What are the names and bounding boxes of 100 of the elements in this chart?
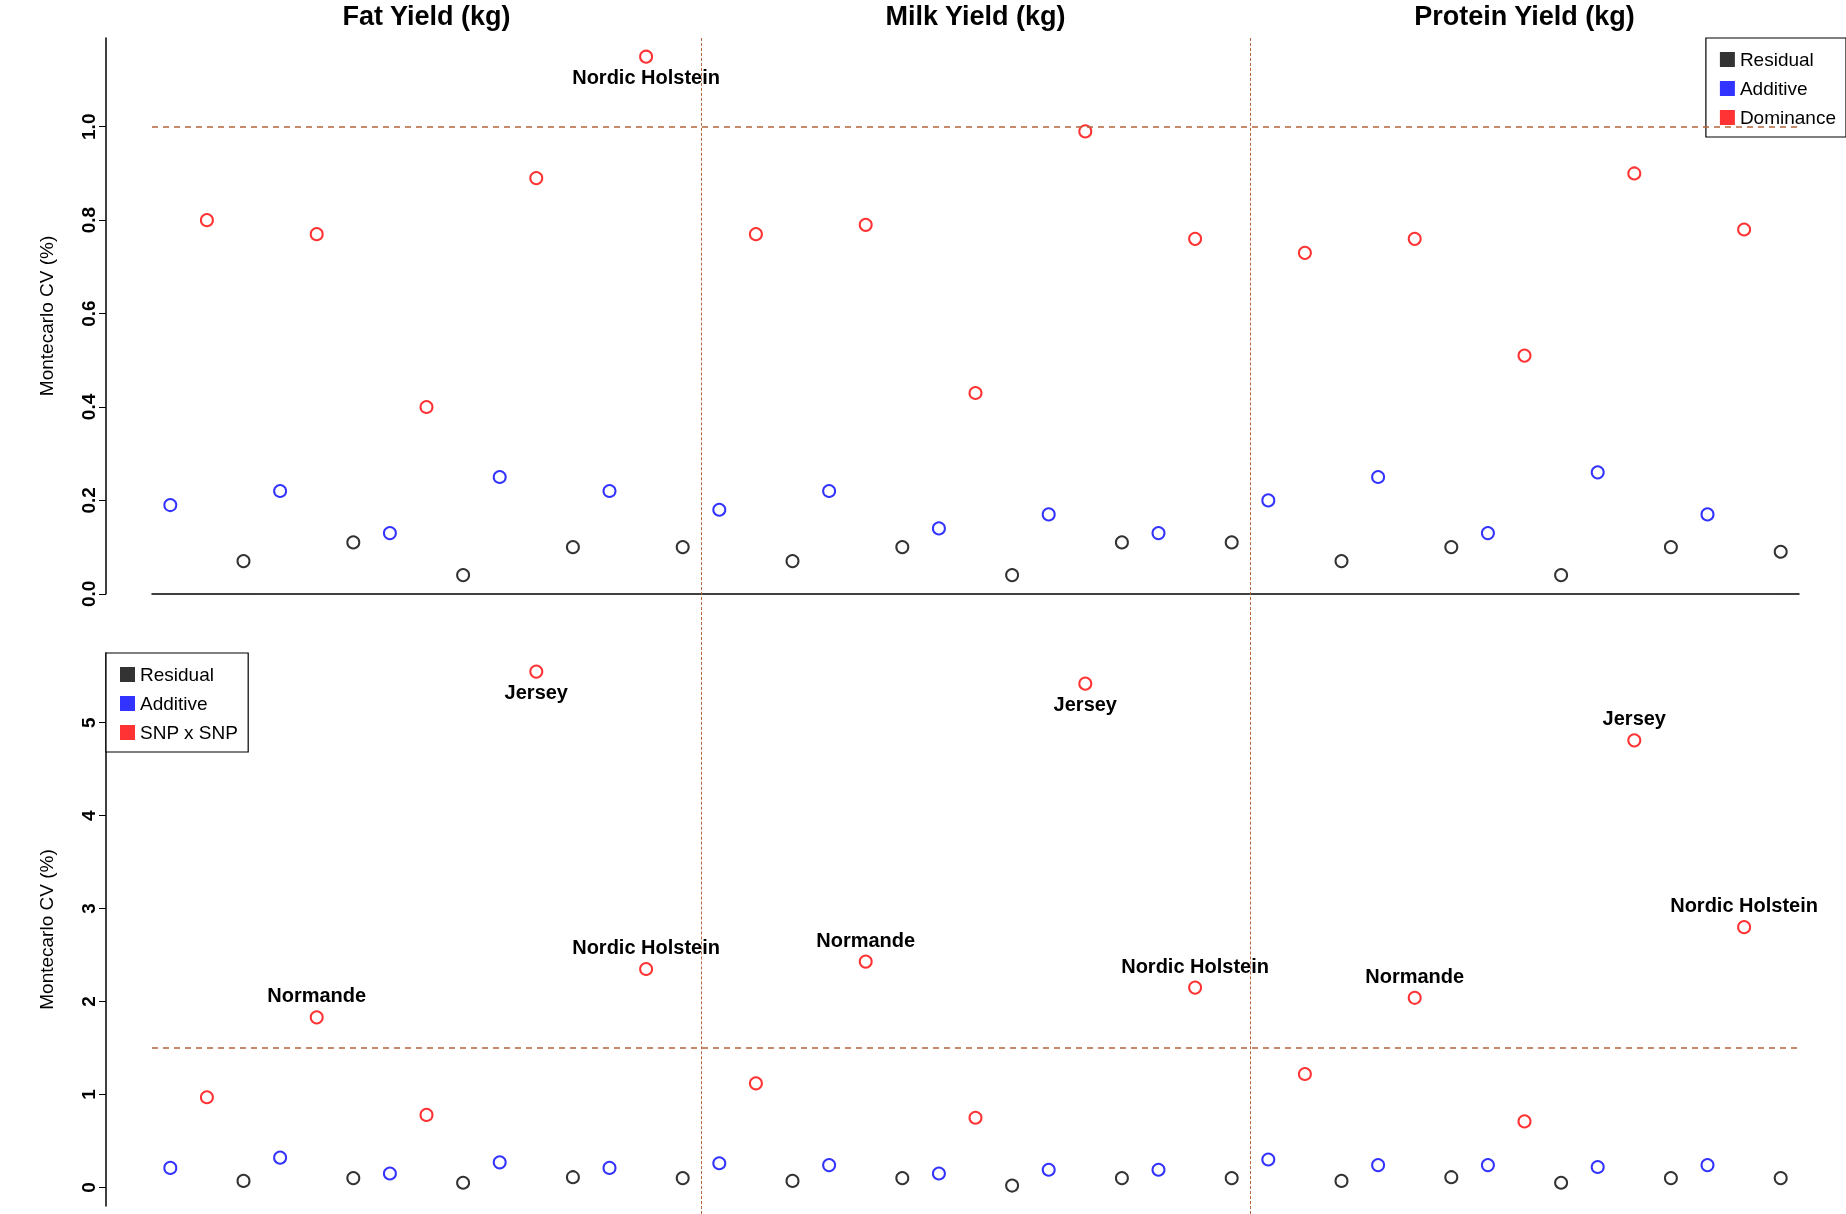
point (712, 502, 727, 517)
legend-label: Dominance (1739, 107, 1837, 128)
point (492, 1155, 507, 1170)
point (382, 1166, 397, 1181)
point (1554, 568, 1569, 583)
point (748, 227, 763, 242)
annotation: Jersey (504, 680, 569, 703)
point (675, 1171, 690, 1186)
annotation: Nordic Holstein (572, 65, 720, 88)
y-tick-label: 1 (78, 1088, 99, 1100)
point (712, 1156, 727, 1171)
y-tick-label: 0.0 (78, 580, 99, 607)
point (1334, 1173, 1349, 1188)
legend-label: Residual (140, 664, 214, 685)
point (456, 568, 471, 583)
point (1554, 1175, 1569, 1190)
point (931, 521, 946, 536)
y-tick-label: 0.2 (78, 487, 99, 514)
point (236, 554, 251, 569)
y-tick-label: 2 (78, 996, 99, 1007)
y-tick-label: 3 (78, 903, 99, 914)
point (1407, 990, 1422, 1005)
annotation: Nordic Holstein (1670, 894, 1818, 917)
point (1590, 1159, 1605, 1174)
point (1737, 222, 1752, 237)
point (1480, 1158, 1495, 1173)
point (1151, 526, 1166, 541)
point (529, 664, 544, 679)
point (1041, 1162, 1056, 1177)
point (1114, 535, 1129, 550)
point (1297, 245, 1312, 260)
point (602, 484, 617, 499)
point (931, 1166, 946, 1181)
point (1041, 507, 1056, 522)
point (273, 1150, 288, 1165)
point (1517, 348, 1532, 363)
point (639, 962, 654, 976)
point (1224, 1171, 1239, 1186)
y-tick-label: 0 (78, 1182, 99, 1193)
y-tick-label: 4 (78, 809, 99, 821)
annotation: Jersey (1602, 707, 1667, 730)
annotation: Jersey (1053, 692, 1118, 715)
point (565, 540, 580, 555)
point (602, 1160, 617, 1175)
point (1224, 535, 1239, 550)
y-axis-title: Montecarlo CV (%) (36, 235, 57, 397)
point (1371, 470, 1386, 485)
point (309, 227, 324, 242)
point (1078, 676, 1093, 691)
text: Fat Yield (kg) (342, 0, 511, 31)
point (785, 1173, 800, 1188)
point (1005, 1178, 1020, 1193)
point (1627, 733, 1642, 748)
point (1517, 1114, 1532, 1129)
point (639, 49, 654, 64)
point (1005, 568, 1020, 583)
point (895, 540, 910, 555)
point (1590, 465, 1605, 480)
point (1407, 231, 1422, 246)
legend-label: SNP x SNP (140, 722, 238, 743)
annotation: Normande (816, 928, 916, 951)
legend-label: Additive (1739, 78, 1808, 99)
point (968, 1110, 983, 1125)
point (1663, 540, 1678, 555)
point (163, 498, 178, 513)
point (236, 1173, 251, 1188)
point (273, 484, 288, 499)
point (1297, 1067, 1312, 1082)
point (1700, 1158, 1715, 1173)
text: Protein Yield (kg) (1414, 0, 1635, 31)
point (565, 1170, 580, 1185)
point (1773, 1171, 1788, 1186)
annotation: Normande (1365, 964, 1465, 987)
point (822, 1158, 837, 1173)
point (675, 540, 690, 555)
point (895, 1171, 910, 1186)
annotation: Nordic Holstein (1121, 954, 1269, 977)
point (199, 213, 214, 228)
text: Milk Yield (kg) (885, 0, 1066, 31)
point (858, 954, 873, 969)
point (1444, 540, 1459, 555)
point (456, 1175, 471, 1190)
point (1627, 166, 1642, 181)
annotation: Normande (267, 984, 367, 1007)
point (858, 217, 873, 232)
point (419, 1107, 434, 1122)
point (346, 1171, 361, 1186)
y-axis-title: Montecarlo CV (%) (36, 849, 57, 1010)
point (1444, 1170, 1459, 1185)
point (1773, 544, 1788, 559)
point (163, 1160, 178, 1175)
point (419, 399, 434, 414)
point (1334, 554, 1349, 569)
y-tick-label: 5 (78, 716, 99, 728)
point (1188, 980, 1203, 995)
point (1078, 124, 1093, 139)
point (785, 554, 800, 569)
point (1188, 231, 1203, 246)
y-tick-label: 0.4 (78, 393, 99, 421)
point (822, 484, 837, 499)
